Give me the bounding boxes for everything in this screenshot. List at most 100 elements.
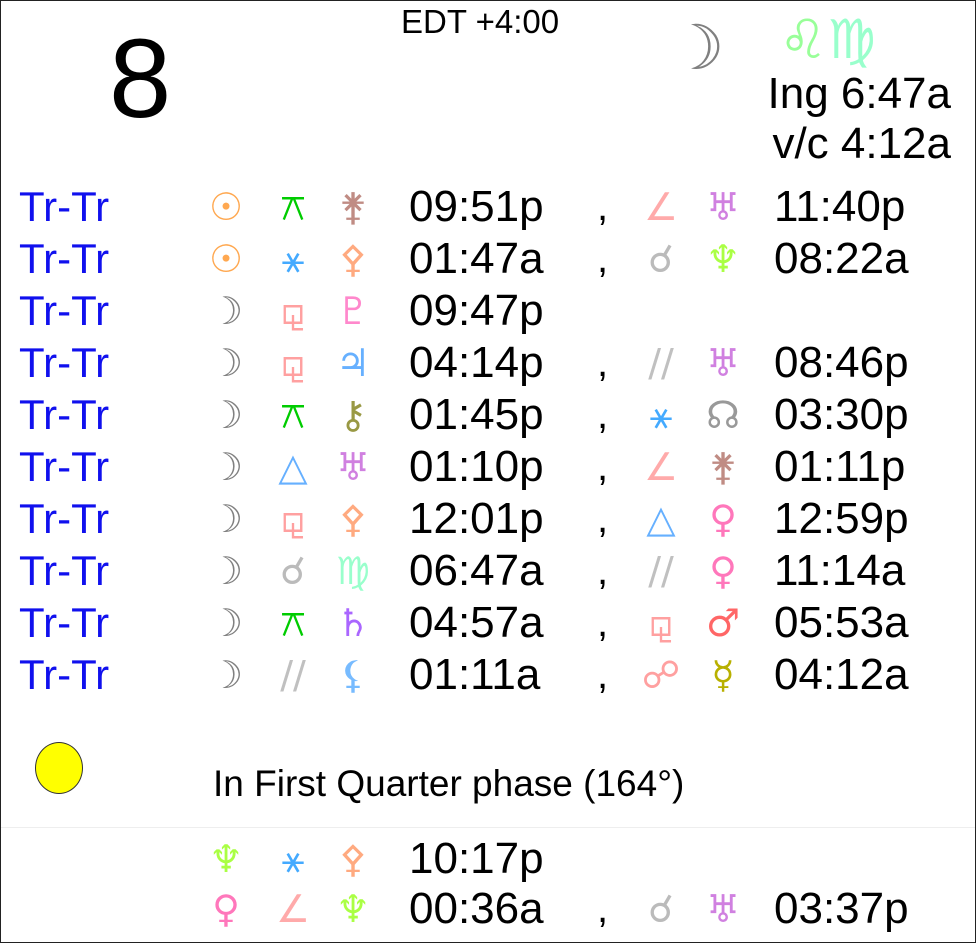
- aspect-row: Tr-Tr ☉ ⚹ ⚴ 01:47a, ☌ ♆ 08:22a: [1, 233, 975, 285]
- aspect-time: 04:57a: [409, 598, 544, 647]
- parallel-icon: //: [280, 653, 306, 697]
- aspect-time: 09:51p: [409, 182, 544, 231]
- transit-label: Tr-Tr: [19, 391, 110, 438]
- semisquare-icon: ∠: [643, 185, 679, 229]
- moon-icon: ☽: [208, 341, 244, 385]
- transit-label: Tr-Tr: [19, 235, 110, 282]
- juno-icon: ⚵: [339, 185, 367, 229]
- transit-label: Tr-Tr: [19, 339, 110, 386]
- aspect-time: 03:37p: [774, 884, 909, 933]
- moon-icon: ☽: [208, 497, 244, 541]
- aspect-row: Tr-Tr ☽ ⚼ ♃ 04:14p, // ♅ 08:46p: [1, 337, 975, 389]
- leo-icon: ♌: [779, 8, 828, 71]
- aspect-time: 04:14p: [409, 338, 544, 387]
- jupiter-icon: ♃: [335, 341, 371, 385]
- virgo-icon: ♍: [827, 8, 876, 71]
- parallel-icon: //: [648, 341, 674, 385]
- moon-phase-text: In First Quarter phase (164°): [213, 763, 685, 804]
- neptune-icon: ♆: [335, 887, 371, 931]
- aspect-row: ♀ ∠ ♆ 00:36a, ☌ ♅ 03:37p: [1, 883, 975, 935]
- lilith-icon: ⚸: [339, 653, 367, 697]
- separator-comma: ,: [597, 393, 609, 437]
- day-number: 8: [109, 16, 172, 141]
- trine-icon: △: [646, 497, 676, 541]
- parallel-icon: //: [648, 549, 674, 593]
- separator-comma: ,: [597, 341, 609, 385]
- sun-icon: ☉: [208, 185, 244, 229]
- moon-icon: ☽: [208, 653, 244, 697]
- aspect-row: Tr-Tr ☽ // ⚸ 01:11a, ☍ ☿ 04:12a: [1, 649, 975, 701]
- void-of-course-time: v/c 4:12a: [772, 119, 951, 168]
- separator-comma: ,: [597, 549, 609, 593]
- aspect-row: Tr-Tr ☽ ⚼ ⚴ 12:01p, △ ♀ 12:59p: [1, 493, 975, 545]
- conjunction-icon: ☌: [648, 237, 674, 281]
- aspect-time: 01:11p: [774, 442, 906, 491]
- separator-comma: ,: [597, 497, 609, 541]
- aspect-time: 08:46p: [774, 338, 909, 387]
- moon-icon: ☽: [208, 549, 244, 593]
- separator-comma: ,: [597, 601, 609, 645]
- timezone-label: EDT +4:00: [401, 3, 560, 40]
- aspect-row: Tr-Tr ☽ ⚻ ♄ 04:57a, ⚼ ♂ 05:53a: [1, 597, 975, 649]
- pallas-icon: ⚴: [339, 237, 367, 281]
- aspect-row: Tr-Tr ☽ △ ♅ 01:10p, ∠ ⚵ 01:11p: [1, 441, 975, 493]
- sun-icon: ☉: [208, 237, 244, 281]
- sesquiquadrate-icon: ⚼: [647, 601, 675, 645]
- transit-label: Tr-Tr: [19, 443, 110, 490]
- sextile-icon: ⚹: [281, 237, 305, 281]
- separator-comma: ,: [597, 653, 609, 697]
- aspect-time: 01:11a: [409, 650, 541, 699]
- aspect-row: Tr-Tr ☽ ⚻ ⚷ 01:45p, ⚹ ☊ 03:30p: [1, 389, 975, 441]
- pallas-icon: ⚴: [339, 497, 367, 541]
- divider: [1, 827, 975, 828]
- aspect-time: 01:10p: [409, 442, 544, 491]
- sextile-icon: ⚹: [649, 393, 673, 437]
- aspect-row: Tr-Tr ☽ ⚼ ♇ 09:47p: [1, 285, 975, 337]
- quincunx-icon: ⚻: [280, 601, 306, 645]
- pallas-icon: ⚴: [339, 837, 367, 881]
- moon-icon: ☽: [208, 289, 244, 333]
- venus-icon: ♀: [709, 497, 737, 541]
- trine-icon: △: [278, 445, 308, 489]
- aspect-time: 11:14a: [774, 546, 906, 595]
- semisquare-icon: ∠: [275, 887, 311, 931]
- chiron-icon: ⚷: [339, 393, 367, 437]
- neptune-icon: ♆: [705, 237, 741, 281]
- conjunction-icon: ☌: [648, 887, 674, 931]
- quincunx-icon: ⚻: [280, 393, 306, 437]
- aspect-time: 00:36a: [409, 884, 544, 933]
- aspect-time: 05:53a: [774, 598, 909, 647]
- venus-icon: ♀: [212, 887, 240, 931]
- aspect-row: ♆ ⚹ ⚴ 10:17p: [1, 833, 975, 885]
- moon-icon: ☽: [208, 445, 244, 489]
- aspect-time: 09:47p: [409, 286, 544, 335]
- transit-label: Tr-Tr: [19, 547, 110, 594]
- aspect-time: 08:22a: [774, 234, 909, 283]
- moon-phase-icon: [35, 742, 83, 794]
- neptune-icon: ♆: [208, 837, 244, 881]
- aspect-time: 11:40p: [774, 182, 906, 231]
- uranus-icon: ♅: [705, 887, 741, 931]
- uranus-icon: ♅: [705, 341, 741, 385]
- aspect-time: 04:12a: [774, 650, 909, 699]
- separator-comma: ,: [597, 237, 609, 281]
- juno-icon: ⚵: [709, 445, 737, 489]
- semisquare-icon: ∠: [643, 445, 679, 489]
- moon-icon: ☽: [208, 393, 244, 437]
- aspect-row: Tr-Tr ☉ ⚻ ⚵ 09:51p, ∠ ♅ 11:40p: [1, 181, 975, 233]
- aspect-time: 12:59p: [774, 494, 909, 543]
- venus-icon: ♀: [709, 549, 737, 593]
- ingress-time: Ing 6:47a: [767, 69, 952, 118]
- moon-icon: ☽: [669, 11, 725, 84]
- transit-label: Tr-Tr: [19, 183, 110, 230]
- aspect-time: 06:47a: [409, 546, 544, 595]
- conjunction-icon: ☌: [280, 549, 306, 593]
- moon-icon: ☽: [208, 601, 244, 645]
- aspect-time: 01:47a: [409, 234, 544, 283]
- separator-comma: ,: [597, 887, 609, 931]
- mercury-icon: ☿: [711, 653, 735, 697]
- sextile-icon: ⚹: [281, 837, 305, 881]
- transit-label: Tr-Tr: [19, 651, 110, 698]
- sesquiquadrate-icon: ⚼: [279, 341, 307, 385]
